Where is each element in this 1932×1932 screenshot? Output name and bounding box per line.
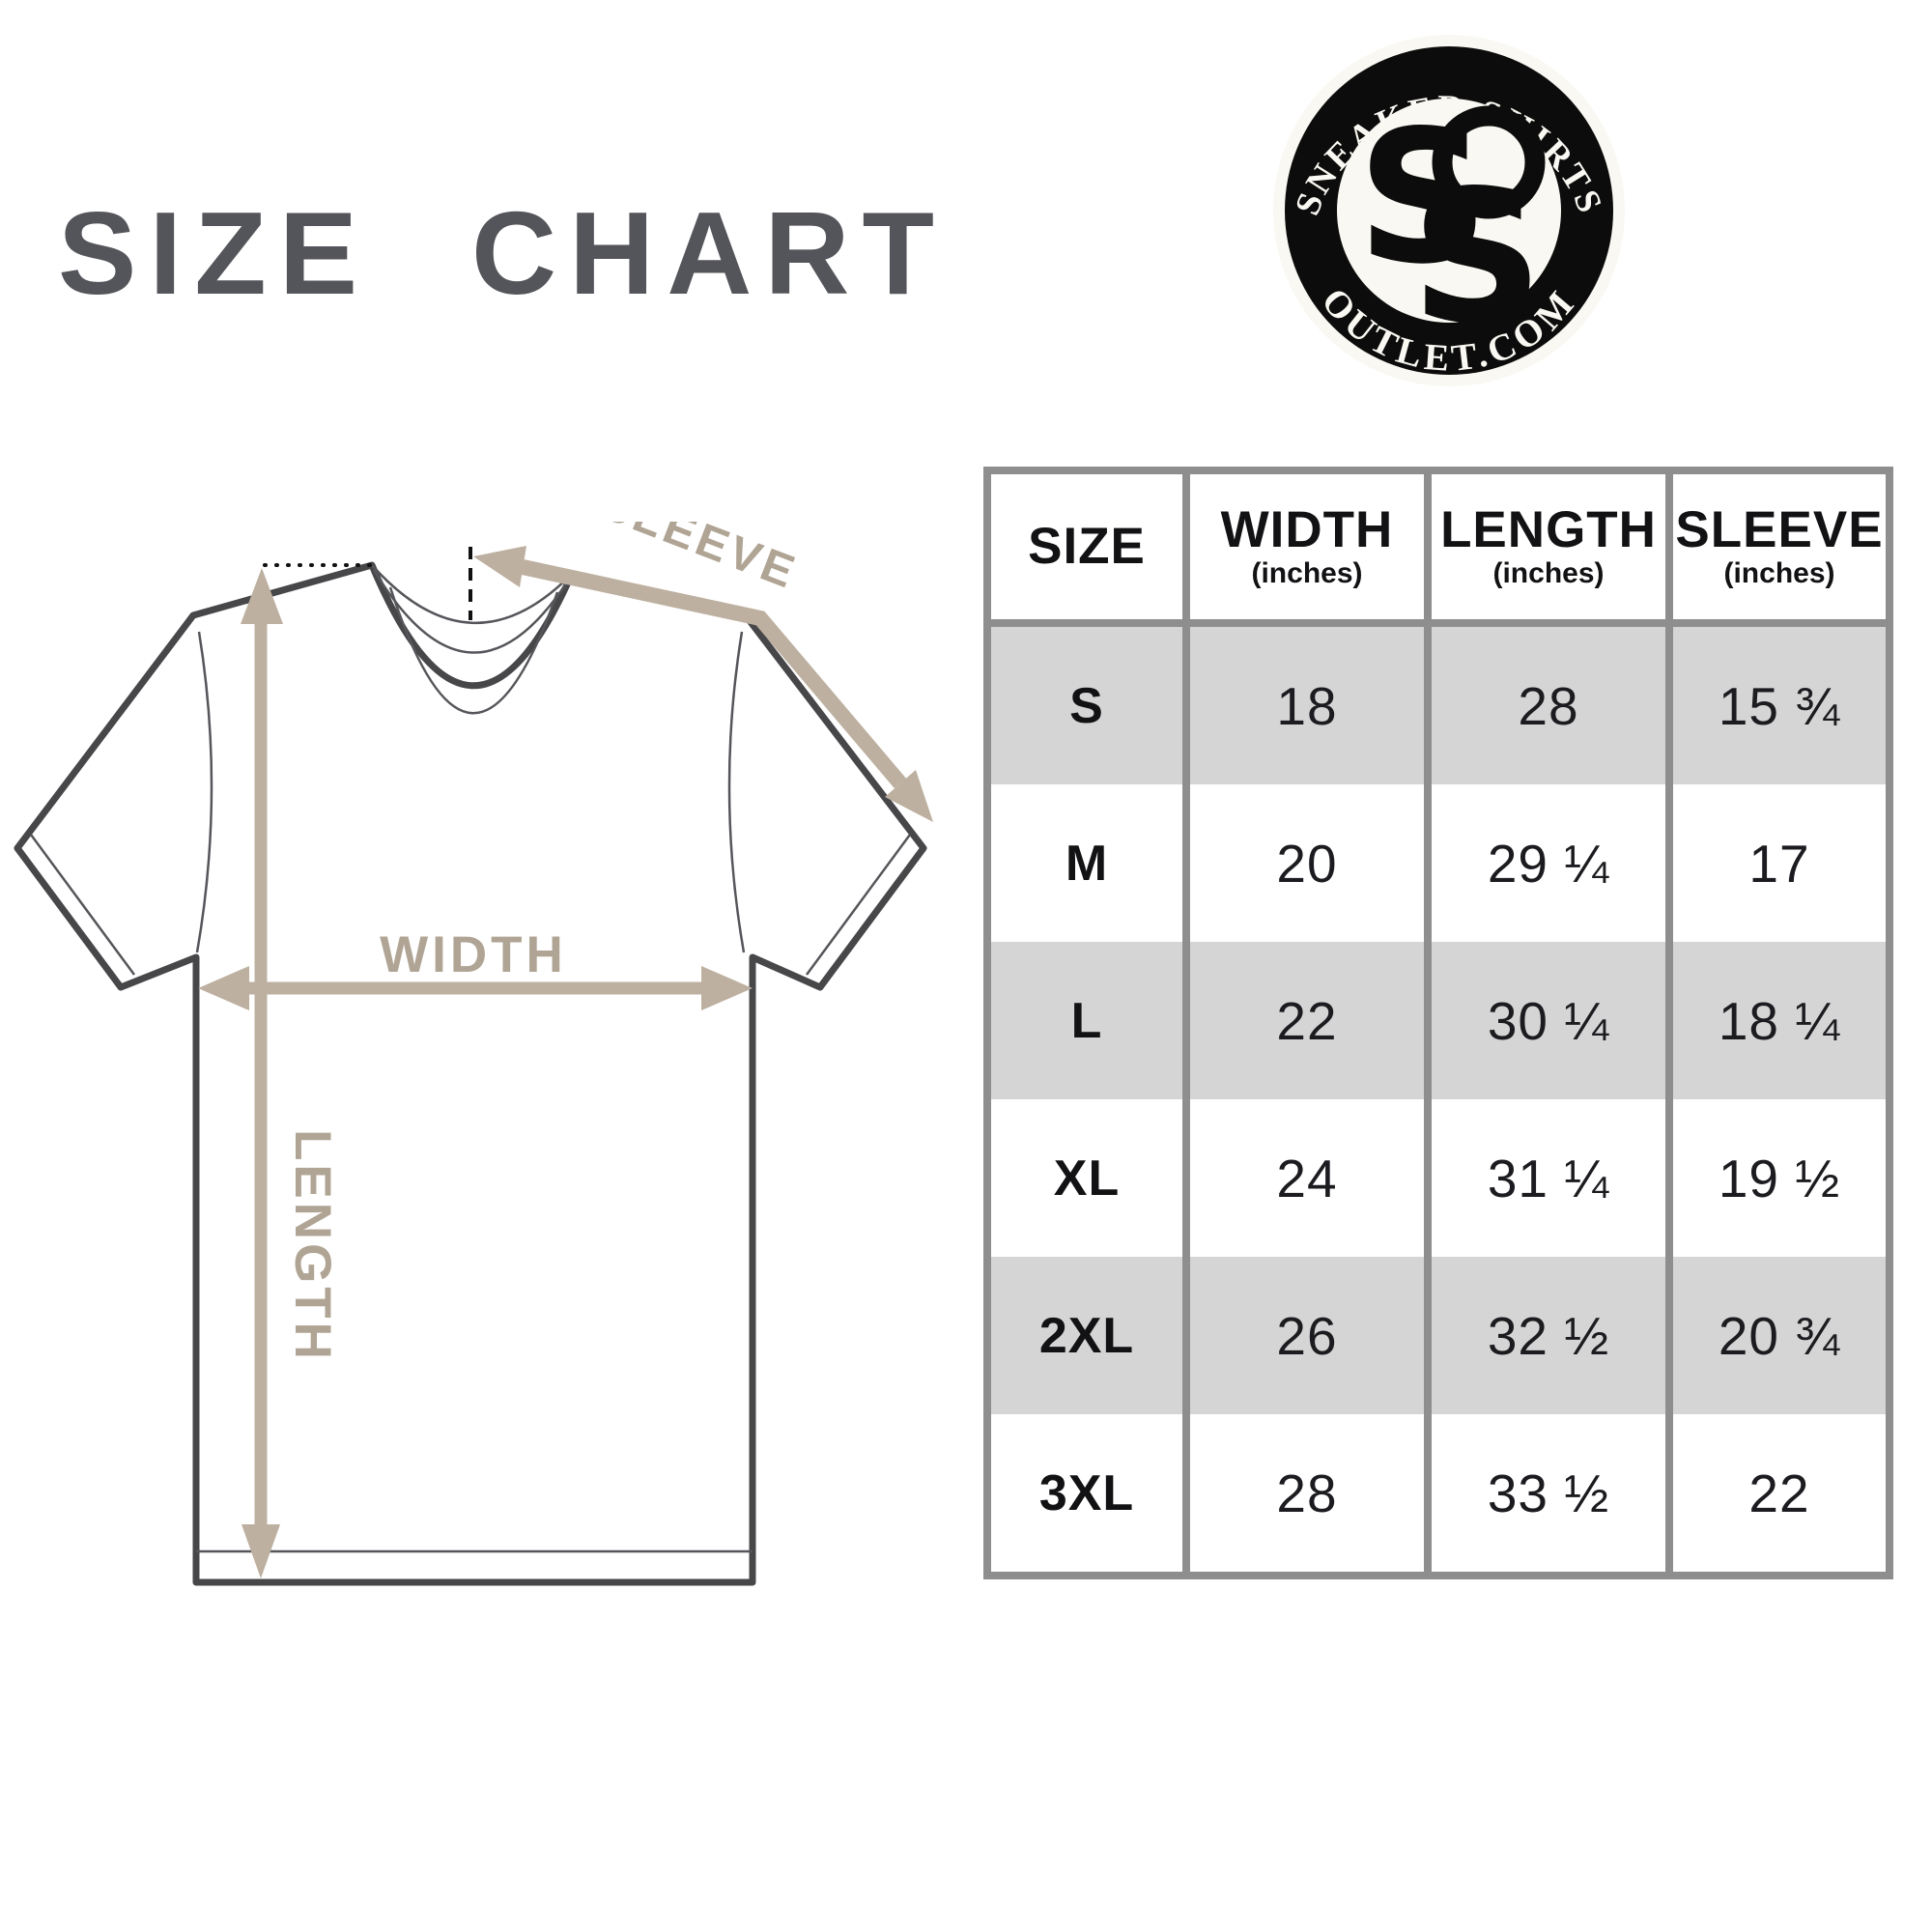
table-cell: 22 <box>1665 1414 1886 1572</box>
table-cell: 17 <box>1665 784 1886 942</box>
tshirt-seam-lines <box>29 564 912 1553</box>
sleeve-value: 17 <box>1748 833 1810 894</box>
table-row-size-cell: 3XL <box>991 1414 1182 1572</box>
size-label: S <box>1069 677 1104 734</box>
table-cell: 24 <box>1182 1099 1424 1257</box>
column-header-size: SIZE <box>991 474 1182 627</box>
tshirt-measurement-diagram: WIDTH LENGTH SLEEVE <box>14 522 933 1586</box>
table-row-size-cell: XL <box>991 1099 1182 1257</box>
sleeve-value: 15 ¾ <box>1718 675 1841 736</box>
width-value: 20 <box>1276 833 1338 894</box>
table-cell: 22 <box>1182 942 1424 1099</box>
monogram-o-ring <box>1432 105 1546 219</box>
monogram-s2: S <box>1411 151 1544 364</box>
length-value: 28 <box>1518 675 1579 736</box>
width-value: 28 <box>1276 1463 1338 1523</box>
column-header-sleeve: SLEEVE (inches) <box>1665 474 1886 627</box>
size-label: XL <box>1053 1150 1121 1207</box>
table-cell: 30 ¼ <box>1424 942 1665 1099</box>
table-cell: 33 ½ <box>1424 1414 1665 1572</box>
table-cell: 26 <box>1182 1257 1424 1414</box>
size-label: 3XL <box>1038 1464 1135 1521</box>
sleeve-value: 18 ¼ <box>1718 990 1841 1051</box>
column-header-width: WIDTH (inches) <box>1182 474 1424 627</box>
logo-monogram-icon: S S <box>1357 91 1546 364</box>
width-value: 22 <box>1276 990 1338 1051</box>
sleeve-value: 20 ¾ <box>1718 1305 1841 1366</box>
length-arrow <box>254 618 268 1531</box>
size-label: 2XL <box>1038 1307 1135 1364</box>
table-cell: 20 ¾ <box>1665 1257 1886 1414</box>
logo-inner-disc <box>1337 99 1561 323</box>
column-header-label: WIDTH <box>1220 500 1394 558</box>
column-header-sub: (inches) <box>1723 556 1835 589</box>
size-table: SIZE WIDTH (inches) LENGTH (inches) SLEE… <box>983 467 1893 1579</box>
tshirt-outline <box>14 561 927 1586</box>
table-cell: 32 ½ <box>1424 1257 1665 1414</box>
width-value: 24 <box>1276 1148 1338 1208</box>
brand-logo: SNEAKER SHIRTS OUTLET.COM S S <box>1273 35 1625 386</box>
table-row-size-cell: 2XL <box>991 1257 1182 1414</box>
table-cell: 20 <box>1182 784 1424 942</box>
table-cell: 31 ¼ <box>1424 1099 1665 1257</box>
column-header-sub: (inches) <box>1251 556 1363 589</box>
length-value: 32 ½ <box>1487 1305 1610 1366</box>
table-cell: 19 ½ <box>1665 1099 1886 1257</box>
column-header-label: SIZE <box>1028 518 1146 576</box>
column-header-label: SLEEVE <box>1675 500 1884 558</box>
table-cell: 18 <box>1182 627 1424 784</box>
length-value: 31 ¼ <box>1487 1148 1610 1208</box>
measurement-arrows <box>198 546 933 1578</box>
column-header-sub: (inches) <box>1492 556 1605 589</box>
sleeve-value: 22 <box>1748 1463 1810 1523</box>
table-row-size-cell: M <box>991 784 1182 942</box>
width-label: WIDTH <box>380 926 567 983</box>
width-arrow <box>243 981 707 995</box>
table-cell: 28 <box>1182 1414 1424 1572</box>
sleeve-arrow <box>521 559 907 789</box>
column-header-label: LENGTH <box>1440 500 1657 558</box>
size-label: L <box>1070 992 1103 1049</box>
table-row-size-cell: L <box>991 942 1182 1099</box>
table-cell: 29 ¼ <box>1424 784 1665 942</box>
length-value: 33 ½ <box>1487 1463 1610 1523</box>
sleeve-value: 19 ½ <box>1718 1148 1841 1208</box>
length-label: LENGTH <box>284 1129 341 1363</box>
table-row-size-cell: S <box>991 627 1182 784</box>
table-cell: 15 ¾ <box>1665 627 1886 784</box>
table-cell: 28 <box>1424 627 1665 784</box>
length-value: 29 ¼ <box>1487 833 1610 894</box>
page-title: SIZE CHART <box>58 187 947 319</box>
width-value: 26 <box>1276 1305 1338 1366</box>
length-value: 30 ¼ <box>1487 990 1610 1051</box>
table-cell: 18 ¼ <box>1665 942 1886 1099</box>
size-label: M <box>1065 835 1109 892</box>
column-header-length: LENGTH (inches) <box>1424 474 1665 627</box>
width-value: 18 <box>1276 675 1338 736</box>
